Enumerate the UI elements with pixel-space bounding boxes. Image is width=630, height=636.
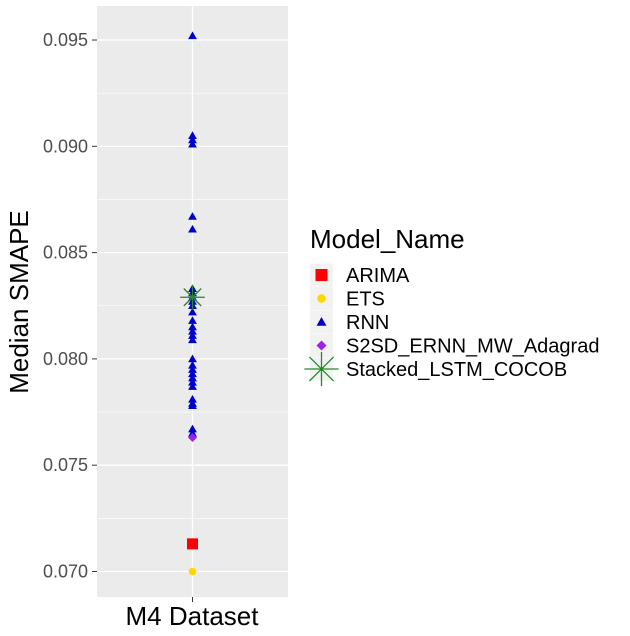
data-point-rnn — [188, 212, 197, 220]
y-tick-label: 0.090 — [43, 136, 88, 156]
data-point-stacked-lstm-cocob — [180, 284, 205, 310]
y-tick-label: 0.075 — [43, 455, 88, 475]
data-point-rnn — [188, 360, 197, 369]
legend-label: ETS — [346, 289, 385, 311]
legend-key-stacked-lstm-cocob — [304, 351, 339, 387]
legend-label: S2SD_ERNN_MW_Adagrad — [346, 336, 599, 358]
data-point-rnn — [188, 365, 197, 373]
data-point-rnn — [188, 335, 197, 344]
data-point-rnn — [188, 322, 197, 331]
x-category-label: M4 Dataset — [126, 601, 260, 631]
legend-label: Stacked_LSTM_COCOB — [346, 359, 567, 381]
data-point-rnn — [188, 382, 197, 390]
y-axis-title: Median SMAPE — [4, 210, 34, 394]
legend-label: ARIMA — [346, 265, 410, 287]
y-tick-label: 0.070 — [43, 561, 88, 581]
legend-key-s2sd-ernn-mw-adagrad — [316, 340, 327, 351]
data-point-rnn — [188, 331, 197, 339]
legend-title: Model_Name — [310, 224, 465, 254]
data-point-rnn — [188, 135, 197, 144]
data-point-arima — [187, 538, 198, 550]
data-point-rnn — [188, 307, 197, 316]
data-point-rnn — [188, 326, 197, 335]
data-point-rnn — [188, 428, 197, 437]
data-point-rnn — [188, 354, 197, 363]
data-point-rnn — [188, 401, 197, 409]
data-point-rnn — [188, 316, 197, 324]
legend-key-arima — [315, 269, 328, 281]
data-point-rnn — [188, 224, 197, 233]
y-tick-label: 0.080 — [43, 349, 88, 369]
legend-key-ets — [317, 294, 326, 303]
legend-key-rnn — [316, 317, 327, 326]
data-point-rnn — [188, 131, 197, 139]
data-points — [180, 31, 205, 576]
data-point-rnn — [188, 424, 197, 433]
legend-label: RNN — [346, 312, 389, 334]
y-tick-label: 0.085 — [43, 243, 88, 263]
data-point-rnn — [188, 31, 197, 40]
legend: Model_Name ARIMAETSRNNS2SD_ERNN_MW_Adagr… — [304, 224, 599, 387]
data-point-rnn — [188, 394, 197, 403]
y-axis: 0.070 0.075 0.080 0.085 0.090 0.095 — [43, 30, 97, 581]
data-point-s2sd-ernn-mw-adagrad — [188, 433, 197, 443]
data-point-rnn — [188, 377, 197, 386]
data-point-rnn — [188, 139, 197, 148]
data-point-ets — [188, 567, 197, 576]
data-point-rnn — [188, 369, 197, 378]
data-point-rnn — [188, 373, 197, 382]
y-tick-label: 0.095 — [43, 30, 88, 50]
legend-items: ARIMAETSRNNS2SD_ERNN_MW_AdagradStacked_L… — [304, 263, 599, 387]
